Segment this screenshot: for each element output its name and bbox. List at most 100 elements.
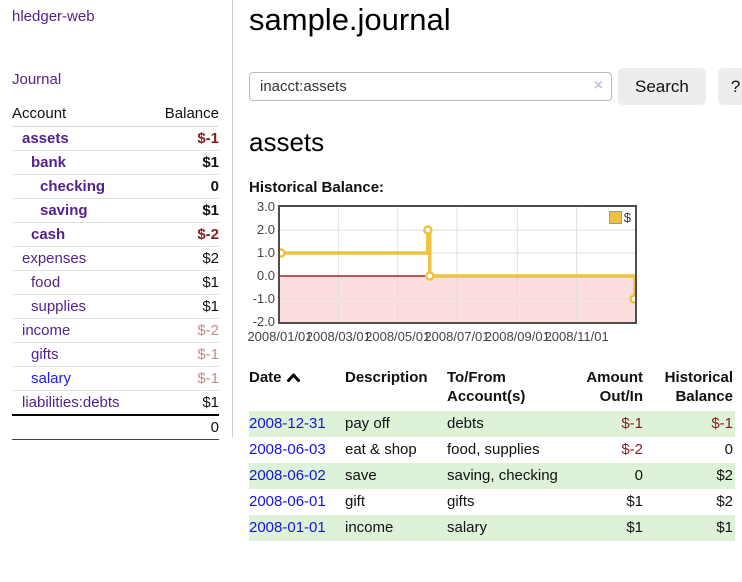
transaction-date-link[interactable]: 2008-01-01: [249, 519, 326, 536]
x-axis-tick-label: 2008/03/01: [305, 329, 371, 344]
x-axis-tick-label: 2008/07/01: [424, 329, 490, 344]
transaction-description: gift: [345, 493, 366, 510]
register-table: Date Description To/From Account(s) Amou…: [249, 365, 735, 541]
search-form: × Search ?: [249, 68, 742, 105]
y-axis-tick-label: 1.0: [256, 245, 275, 260]
account-balance: $-1: [149, 366, 219, 391]
transaction-accounts: debts: [447, 411, 575, 437]
accounts-table: Account Balance assets $-1 bank $1 check…: [12, 103, 219, 440]
sort-ascending-icon: [286, 370, 301, 387]
account-row: food $1: [12, 270, 219, 295]
account-balance: $-2: [149, 318, 219, 343]
transaction-accounts: gifts: [447, 493, 475, 510]
register-row: 2008-06-02 save saving, checking 0 $2: [249, 463, 735, 489]
accounts-col-account: Account: [12, 103, 150, 127]
x-axis-tick-label: 2008/01/01: [247, 329, 313, 344]
help-button[interactable]: ?: [717, 68, 742, 105]
historical-balance-chart: $ 3.0 2.0 1.0 0.0 -1.0 -2.0 2008/01/01 2008/03/…: [247, 199, 735, 345]
register-row: 2008-06-03 eat & shop food, supplies $-2…: [249, 437, 735, 463]
account-row: assets $-1: [12, 126, 219, 151]
register-col-amount: Amount Out/In: [586, 369, 643, 405]
transaction-amount: 0: [575, 463, 645, 489]
account-row: checking 0: [12, 174, 219, 199]
transaction-balance: $2: [645, 463, 735, 489]
transaction-description: pay off: [345, 411, 447, 437]
transaction-description: income: [345, 515, 447, 541]
account-link-expenses[interactable]: expenses: [22, 250, 87, 267]
y-axis-tick-label: 3.0: [256, 199, 275, 214]
account-link-income[interactable]: income: [22, 322, 71, 339]
account-row: liabilities:debts $1: [12, 390, 219, 416]
account-link-food[interactable]: food: [31, 274, 61, 291]
sidebar-item-journal[interactable]: Journal: [12, 71, 62, 88]
transaction-accounts: saving, checking: [447, 463, 575, 489]
register-col-date[interactable]: Date: [249, 365, 345, 411]
accounts-total-row: 0: [12, 415, 219, 440]
account-row: salary $-1: [12, 366, 219, 391]
x-axis-tick-label: 2008/05/01: [365, 329, 431, 344]
account-row: cash $-2: [12, 222, 219, 247]
account-row: saving $1: [12, 198, 219, 223]
chart-title: Historical Balance:: [249, 179, 385, 196]
transaction-amount: $-1: [575, 411, 645, 437]
accounts-total-value: 0: [149, 415, 219, 440]
transaction-balance: 0: [724, 441, 733, 458]
account-link-bank[interactable]: bank: [31, 154, 67, 171]
account-row: bank $1: [12, 150, 219, 175]
register-col-balance: Historical Balance: [664, 369, 733, 405]
register-row: 2008-01-01 income salary $1 $1: [249, 515, 735, 541]
main-panel: sample.journal × Search ? assets Histori…: [247, 0, 742, 541]
account-row: supplies $1: [12, 294, 219, 319]
register-col-accounts: To/From Account(s): [447, 369, 526, 405]
register-col-description: Description: [345, 369, 428, 386]
account-link-liabilities-debts[interactable]: liabilities:debts: [22, 394, 120, 411]
transaction-accounts: salary: [447, 515, 575, 541]
account-balance: $-2: [149, 222, 219, 247]
x-axis-tick-label: 2008/11/01: [544, 329, 609, 344]
chart-canvas: [280, 207, 635, 322]
y-axis-tick-label: 0.0: [256, 268, 275, 283]
transaction-amount: $-2: [621, 441, 643, 458]
accounts-col-balance: Balance: [149, 103, 219, 127]
transaction-description: eat & shop: [345, 441, 417, 458]
account-link-checking[interactable]: checking: [40, 178, 106, 195]
x-axis-tick-label: 2008/09/01: [484, 329, 550, 344]
y-axis-tick-label: -1.0: [252, 291, 275, 306]
account-row: expenses $2: [12, 246, 219, 271]
transaction-date-link[interactable]: 2008-06-02: [249, 467, 326, 484]
account-link-cash[interactable]: cash: [31, 226, 66, 243]
account-balance: $1: [149, 390, 219, 416]
account-row: gifts $-1: [12, 342, 219, 367]
transaction-date-link[interactable]: 2008-06-01: [249, 493, 326, 510]
account-balance: $1: [149, 270, 219, 295]
transaction-balance: $2: [716, 493, 733, 510]
sidebar: hledger-web Journal Account Balance asse…: [0, 0, 233, 440]
account-balance: 0: [149, 174, 219, 199]
clear-search-icon[interactable]: ×: [593, 77, 603, 94]
register-row: 2008-06-01 gift gifts $1 $2: [249, 489, 735, 515]
transaction-description: save: [345, 463, 447, 489]
account-balance: $1: [149, 294, 219, 319]
search-input[interactable]: [249, 72, 612, 101]
legend-label: $: [623, 210, 631, 225]
app-title-link[interactable]: hledger-web: [12, 8, 95, 25]
transaction-date-link[interactable]: 2008-12-31: [249, 415, 326, 432]
account-link-saving[interactable]: saving: [40, 202, 88, 219]
account-link-assets[interactable]: assets: [22, 130, 69, 147]
account-heading: assets: [249, 127, 325, 157]
account-balance: $-1: [149, 126, 219, 151]
account-row: income $-2: [12, 318, 219, 343]
account-link-salary[interactable]: salary: [31, 370, 72, 387]
transaction-amount: $1: [626, 493, 643, 510]
y-axis-tick-label: -2.0: [252, 314, 275, 329]
search-button[interactable]: Search: [618, 68, 706, 105]
legend-swatch-icon: [608, 211, 622, 224]
y-axis-tick-label: 2.0: [256, 222, 275, 237]
account-link-gifts[interactable]: gifts: [31, 346, 59, 363]
plot-area: $: [278, 205, 637, 324]
transaction-date-link[interactable]: 2008-06-03: [249, 441, 326, 458]
chart-legend: $: [608, 210, 631, 225]
transaction-balance: $1: [645, 515, 735, 541]
account-link-supplies[interactable]: supplies: [31, 298, 87, 315]
account-balance: $-1: [149, 342, 219, 367]
